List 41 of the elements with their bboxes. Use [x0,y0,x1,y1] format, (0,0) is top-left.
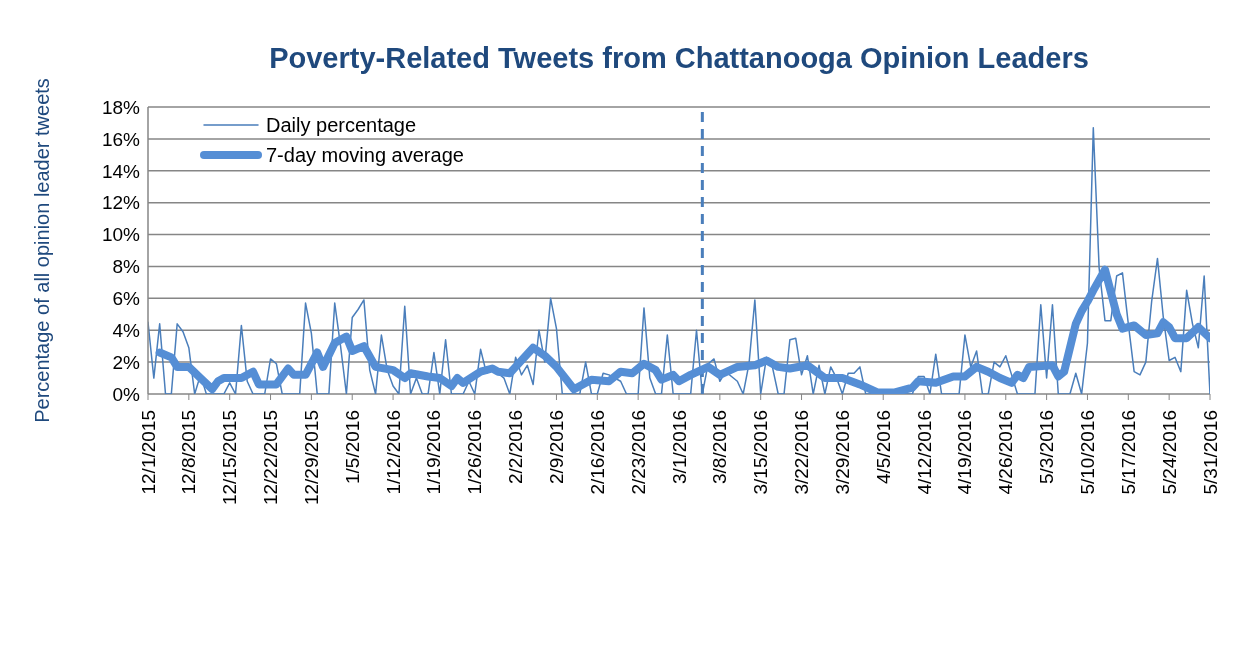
legend-label: Daily percentage [266,113,417,137]
x-tick-label: 2/16/2016 [586,410,608,495]
x-tick-label: 12/22/2015 [260,410,282,506]
y-tick-label: 12% [101,192,141,214]
x-tick-label: 3/8/2016 [709,410,731,484]
x-tick-label: 12/8/2015 [178,410,200,495]
y-tick-label: 4% [112,319,141,341]
x-tick-label: 2/23/2016 [627,410,649,495]
x-tick-label: 5/3/2016 [1036,410,1058,484]
x-tick-label: 5/17/2016 [1117,410,1139,495]
x-tick-label: 5/31/2016 [1199,410,1221,495]
x-tick-label: 4/26/2016 [995,410,1017,495]
chart-title: Poverty-Related Tweets from Chattanooga Opinion Leaders [268,42,1090,75]
x-tick-label: 1/5/2016 [341,410,363,484]
y-tick-label: 10% [101,224,141,246]
y-tick-label: 6% [112,288,141,310]
x-tick-label: 1/12/2016 [382,410,404,495]
x-tick-label: 12/1/2015 [137,410,159,495]
y-tick-label: 2% [112,351,141,373]
x-tick-label: 5/10/2016 [1076,410,1098,495]
legend-label: 7-day moving average [266,143,464,167]
y-tick-label: 16% [101,128,141,150]
y-tick-label: 0% [112,383,141,405]
x-tick-label: 3/22/2016 [791,410,813,495]
x-tick-label: 4/19/2016 [954,410,976,495]
x-tick-label: 3/1/2016 [668,410,690,484]
y-tick-label: 14% [101,160,141,182]
x-tick-label: 5/24/2016 [1158,410,1180,495]
y-tick-label: 18% [101,96,141,118]
x-tick-label: 12/15/2015 [219,410,241,506]
x-tick-label: 2/2/2016 [505,410,527,484]
x-tick-label: 2/9/2016 [545,410,567,484]
x-tick-label: 1/26/2016 [464,410,486,495]
y-tick-label: 8% [112,256,141,278]
x-tick-label: 3/29/2016 [831,410,853,495]
x-tick-label: 4/5/2016 [872,410,894,484]
y-axis-title: Percentage of all opinion leader tweets [31,78,54,423]
x-tick-label: 3/15/2016 [750,410,772,495]
x-tick-label: 1/19/2016 [423,410,445,495]
x-tick-label: 4/12/2016 [913,410,935,495]
x-tick-label: 12/29/2015 [300,410,322,506]
